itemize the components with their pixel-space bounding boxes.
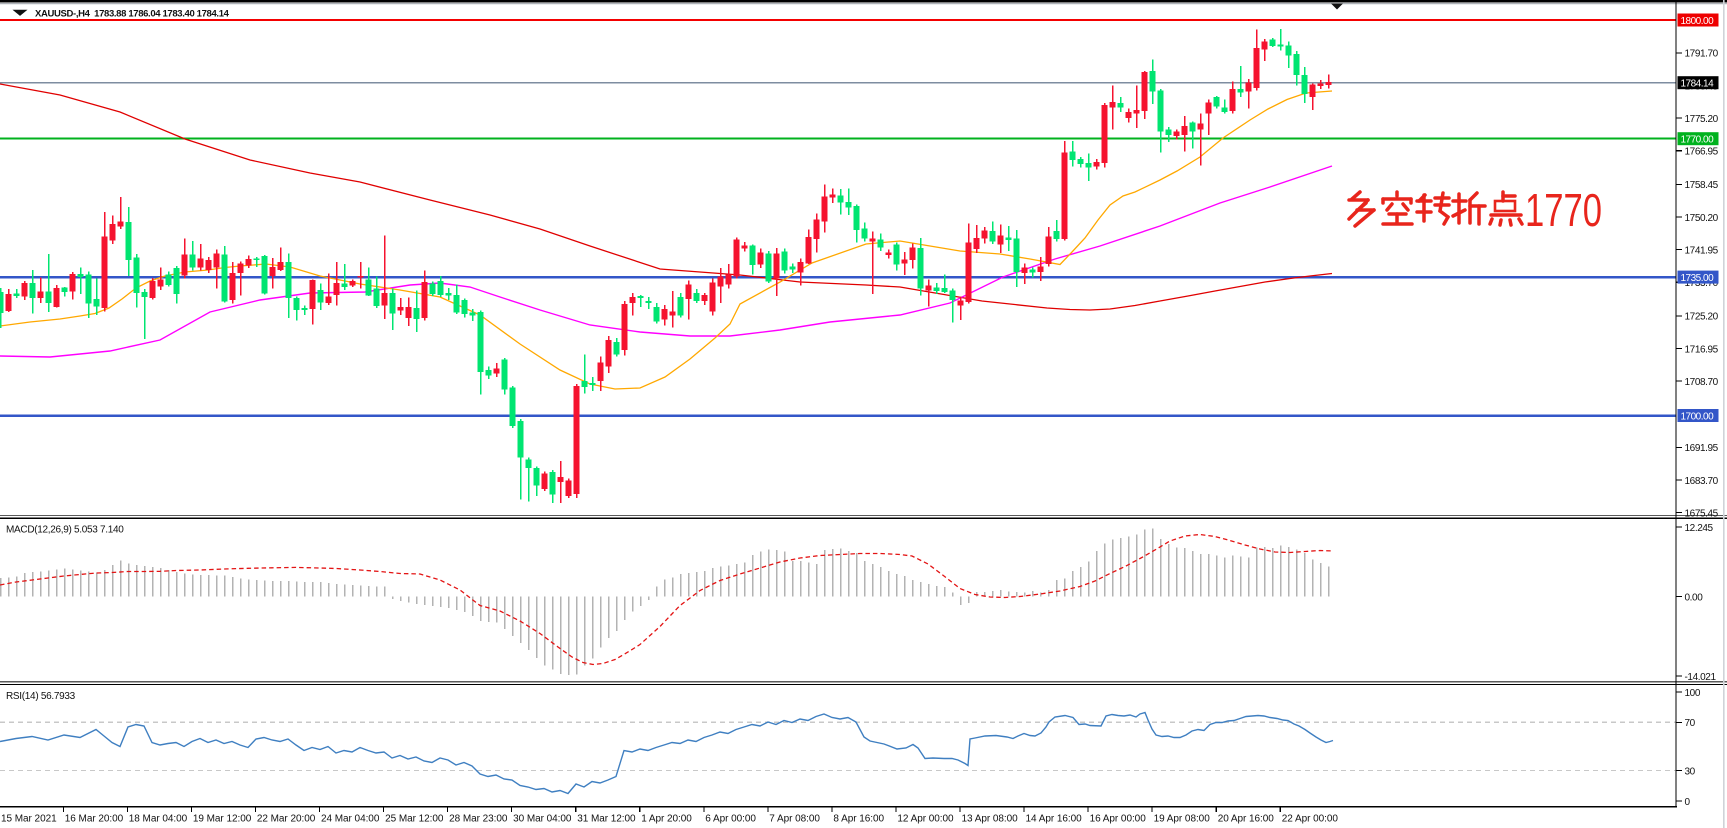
svg-text:12 Apr 00:00: 12 Apr 00:00 bbox=[897, 814, 954, 825]
svg-text:6 Apr 00:00: 6 Apr 00:00 bbox=[705, 814, 756, 825]
svg-text:25 Mar 12:00: 25 Mar 12:00 bbox=[385, 814, 444, 825]
svg-text:22 Mar 20:00: 22 Mar 20:00 bbox=[257, 814, 316, 825]
svg-text:1683.70: 1683.70 bbox=[1685, 476, 1719, 487]
svg-text:7 Apr 08:00: 7 Apr 08:00 bbox=[769, 814, 820, 825]
svg-text:1766.95: 1766.95 bbox=[1685, 147, 1719, 158]
svg-text:1 Apr 20:00: 1 Apr 20:00 bbox=[641, 814, 692, 825]
svg-text:XAUUSD-,H4 1783.88 1786.04 17: XAUUSD-,H4 1783.88 1786.04 1783.40 1784.… bbox=[35, 9, 230, 20]
svg-text:1691.95: 1691.95 bbox=[1685, 443, 1719, 454]
svg-text:70: 70 bbox=[1685, 718, 1696, 729]
svg-text:1716.95: 1716.95 bbox=[1685, 344, 1719, 355]
svg-text:24 Mar 04:00: 24 Mar 04:00 bbox=[321, 814, 380, 825]
svg-text:1675.45: 1675.45 bbox=[1685, 508, 1719, 519]
svg-text:1770.00: 1770.00 bbox=[1681, 135, 1715, 146]
svg-text:30: 30 bbox=[1685, 766, 1696, 777]
svg-text:1725.20: 1725.20 bbox=[1685, 312, 1719, 323]
svg-text:19 Apr 08:00: 19 Apr 08:00 bbox=[1154, 814, 1211, 825]
svg-text:0: 0 bbox=[1685, 797, 1691, 808]
svg-text:1741.95: 1741.95 bbox=[1685, 245, 1719, 256]
svg-text:1750.20: 1750.20 bbox=[1685, 213, 1719, 224]
svg-text:31 Mar 12:00: 31 Mar 12:00 bbox=[577, 814, 636, 825]
svg-text:28 Mar 23:00: 28 Mar 23:00 bbox=[449, 814, 508, 825]
svg-text:1775.20: 1775.20 bbox=[1685, 114, 1719, 125]
svg-text:18 Mar 04:00: 18 Mar 04:00 bbox=[129, 814, 188, 825]
svg-text:22 Apr 00:00: 22 Apr 00:00 bbox=[1282, 814, 1339, 825]
svg-text:1784.14: 1784.14 bbox=[1681, 79, 1715, 90]
svg-text:1791.70: 1791.70 bbox=[1685, 49, 1719, 60]
svg-text:30 Mar 04:00: 30 Mar 04:00 bbox=[513, 814, 572, 825]
svg-text:16 Apr 00:00: 16 Apr 00:00 bbox=[1090, 814, 1147, 825]
svg-text:1800.00: 1800.00 bbox=[1681, 16, 1715, 27]
svg-text:13 Apr 08:00: 13 Apr 08:00 bbox=[962, 814, 1019, 825]
svg-text:12.245: 12.245 bbox=[1685, 523, 1714, 534]
svg-text:1735.00: 1735.00 bbox=[1681, 273, 1715, 284]
svg-text:100: 100 bbox=[1685, 688, 1701, 699]
svg-text:1770: 1770 bbox=[1525, 184, 1602, 236]
svg-text:-14.021: -14.021 bbox=[1685, 672, 1717, 683]
svg-text:8 Apr 16:00: 8 Apr 16:00 bbox=[833, 814, 884, 825]
svg-text:RSI(14) 56.7933: RSI(14) 56.7933 bbox=[6, 691, 76, 702]
svg-text:1700.00: 1700.00 bbox=[1681, 411, 1715, 422]
svg-text:15 Mar 2021: 15 Mar 2021 bbox=[1, 814, 57, 825]
svg-text:0.00: 0.00 bbox=[1685, 592, 1704, 603]
svg-text:14 Apr 16:00: 14 Apr 16:00 bbox=[1026, 814, 1083, 825]
svg-text:1758.45: 1758.45 bbox=[1685, 180, 1719, 191]
svg-text:MACD(12,26,9) 5.053 7.140: MACD(12,26,9) 5.053 7.140 bbox=[6, 525, 124, 536]
svg-text:16 Mar 20:00: 16 Mar 20:00 bbox=[65, 814, 124, 825]
svg-text:20 Apr 16:00: 20 Apr 16:00 bbox=[1218, 814, 1275, 825]
svg-text:19 Mar 12:00: 19 Mar 12:00 bbox=[193, 814, 252, 825]
svg-text:1708.70: 1708.70 bbox=[1685, 377, 1719, 388]
